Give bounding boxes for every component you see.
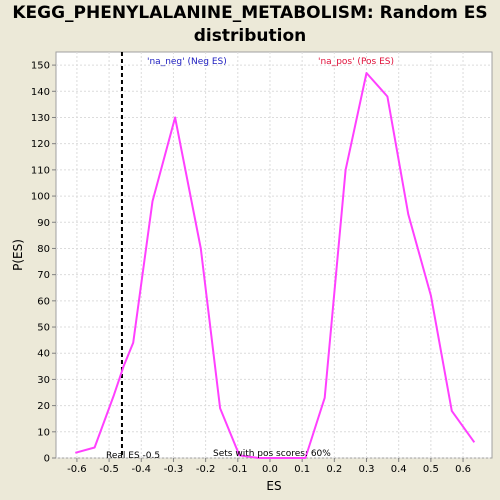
y-tick-label: 10	[37, 427, 50, 438]
y-tick-label: 150	[31, 61, 50, 72]
chart-title: KEGG_PHENYLALANINE_METABOLISM: Random ES…	[0, 2, 500, 48]
pos-es-label: 'na_pos' (Pos ES)	[318, 57, 394, 67]
x-tick-label: 0.0	[262, 464, 278, 475]
y-tick-label: 0	[44, 454, 50, 465]
y-tick-label: 20	[37, 401, 50, 412]
sets-pos-label: Sets with pos scores: 60%	[213, 449, 331, 459]
x-tick-label: -0.1	[228, 464, 248, 475]
marks	[75, 52, 476, 459]
y-tick-label: 40	[37, 349, 50, 360]
x-tick-label: 0.4	[391, 464, 407, 475]
y-tick-label: 140	[31, 87, 50, 98]
y-tick-label: 30	[37, 375, 50, 386]
y-axis-label: P(ES)	[11, 239, 25, 271]
x-tick-label: -0.6	[67, 464, 87, 475]
chart-title-line-1: KEGG_PHENYLALANINE_METABOLISM: Random ES	[12, 3, 488, 23]
x-tick-label: 0.2	[326, 464, 342, 475]
y-tick-label: 80	[37, 244, 50, 255]
es-distribution-line	[75, 72, 476, 459]
y-tick-label: 90	[37, 218, 50, 229]
y-tick-label: 60	[37, 296, 50, 307]
y-tick-label: 70	[37, 270, 50, 281]
y-tick-label: 130	[31, 113, 50, 124]
chart-title-line-2: distribution	[193, 26, 307, 46]
x-tick-label: -0.4	[132, 464, 152, 475]
y-tick-label: 100	[31, 192, 50, 203]
neg-es-label: 'na_neg' (Neg ES)	[147, 57, 227, 67]
x-tick-label: -0.2	[196, 464, 216, 475]
axes: 0 10 20 30 40 50 60 70 80 90 100 110 120 130 140 150 -0.…	[31, 61, 471, 475]
y-tick-label: 120	[31, 139, 50, 150]
x-tick-label: 0.1	[294, 464, 310, 475]
real-es-label: Real ES -0.5	[106, 451, 160, 461]
grid	[56, 52, 492, 459]
x-axis-label: ES	[266, 479, 281, 493]
x-tick-label: 0.5	[423, 464, 439, 475]
y-tick-label: 50	[37, 323, 50, 334]
y-tick-label: 110	[31, 165, 50, 176]
x-tick-label: -0.3	[164, 464, 184, 475]
x-tick-label: -0.5	[99, 464, 119, 475]
x-tick-label: 0.6	[455, 464, 471, 475]
x-tick-label: 0.3	[359, 464, 375, 475]
